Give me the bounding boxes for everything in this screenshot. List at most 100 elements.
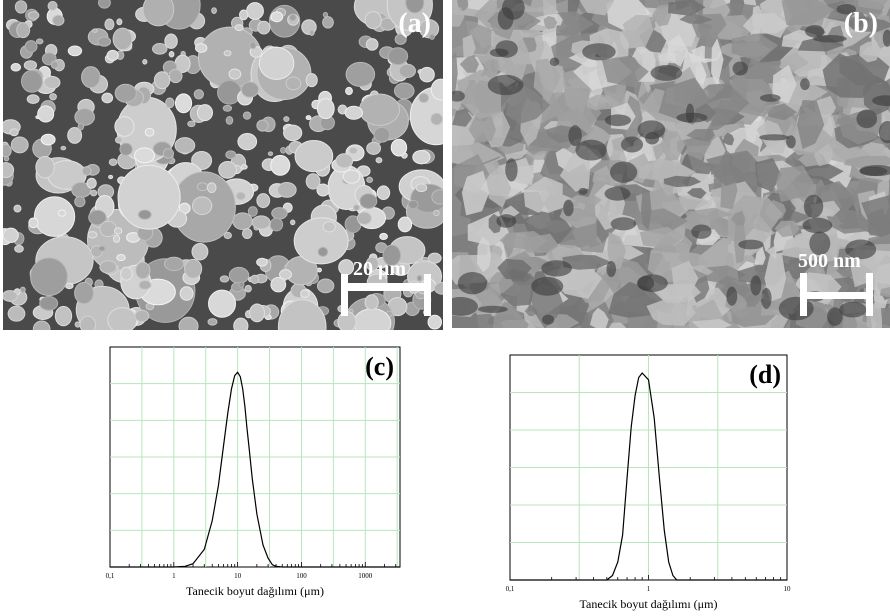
particle [256, 193, 271, 209]
particle [178, 316, 199, 330]
particle [163, 256, 184, 272]
particle [364, 11, 382, 30]
particle [67, 45, 83, 57]
particle [317, 246, 329, 257]
agglomerate [684, 207, 733, 220]
pore-shadow [759, 134, 789, 141]
particle [3, 143, 12, 158]
particle [3, 162, 15, 178]
particle [308, 29, 315, 36]
particle [67, 127, 83, 144]
agglomerate [556, 11, 594, 36]
particle [249, 41, 257, 50]
pore-shadow [836, 3, 857, 15]
particle [223, 50, 232, 57]
pore-shadow [691, 224, 712, 239]
particle [114, 83, 137, 103]
agglomerate [543, 16, 558, 30]
particle [39, 295, 59, 311]
particle [113, 227, 123, 235]
agglomerate [607, 232, 626, 269]
particle [305, 173, 321, 190]
pore-shadow [563, 199, 574, 217]
particle [232, 212, 253, 231]
particle [316, 267, 322, 273]
agglomerate [797, 100, 825, 150]
particle [267, 151, 274, 156]
pore-shadow [604, 114, 632, 127]
particle [14, 0, 28, 14]
x-tick-label: 0,1 [506, 585, 515, 593]
particle [23, 60, 38, 71]
particle [235, 191, 247, 201]
particle [168, 68, 183, 84]
particle [50, 60, 59, 69]
particle [174, 93, 193, 114]
particle [407, 199, 419, 210]
agglomerate [756, 120, 783, 148]
agglomerate [667, 34, 689, 67]
pore-shadow [750, 275, 762, 296]
particle [305, 115, 312, 120]
scale-text-b: 500 nm [798, 250, 861, 272]
particle [116, 18, 123, 26]
particle [427, 314, 442, 330]
particle [3, 227, 19, 243]
pore-shadow [761, 287, 772, 309]
particle [142, 0, 175, 27]
series-line [110, 371, 400, 568]
scale-bar-b-left-end [800, 273, 807, 316]
particle [138, 280, 152, 290]
particle [405, 0, 425, 14]
agglomerate [522, 211, 572, 255]
particle [98, 245, 106, 252]
x-tick-label: 10 [234, 572, 242, 580]
particle [305, 73, 318, 88]
particle [364, 294, 379, 311]
pore-shadow [497, 7, 514, 30]
particle [238, 281, 245, 288]
particle [30, 257, 68, 296]
particle [193, 89, 204, 100]
agglomerate [686, 128, 715, 142]
agglomerate [733, 217, 747, 264]
agglomerate [459, 55, 479, 73]
pore-shadow [582, 43, 616, 61]
particle [165, 97, 175, 109]
particle [427, 252, 442, 264]
sem-image-a: (a) 20 μm [3, 0, 443, 330]
particle [19, 286, 26, 294]
scale-bar-b [802, 292, 870, 299]
particle [88, 209, 107, 226]
chart-d: 0,1 1 10 Tanecik boyut dağılımı (μm) (d) [445, 335, 890, 616]
agglomerate [586, 94, 621, 111]
particle [142, 59, 148, 65]
pore-shadow [568, 125, 582, 147]
agglomerate [452, 141, 503, 166]
particle [196, 104, 214, 122]
particle [179, 286, 194, 301]
particle [191, 242, 209, 261]
pore-shadow [495, 40, 518, 58]
particle [211, 7, 217, 14]
pore-shadow [802, 217, 833, 234]
particle [35, 38, 44, 45]
pore-shadow [637, 120, 666, 140]
particle [191, 151, 213, 170]
pore-shadow [813, 34, 847, 43]
pore-shadow [805, 25, 825, 38]
particle [107, 307, 138, 330]
particle [250, 274, 260, 285]
particle [241, 228, 253, 239]
pore-shadow [803, 194, 824, 219]
particle [280, 147, 287, 154]
particle [415, 183, 428, 193]
particle [257, 20, 271, 35]
particle [316, 183, 330, 197]
particle [119, 142, 133, 156]
agglomerate [859, 41, 881, 63]
particle [225, 150, 237, 160]
particle [322, 16, 334, 29]
particle [244, 284, 252, 293]
x-axis-title: Tanecik boyut dağılımı (μm) [186, 584, 324, 598]
